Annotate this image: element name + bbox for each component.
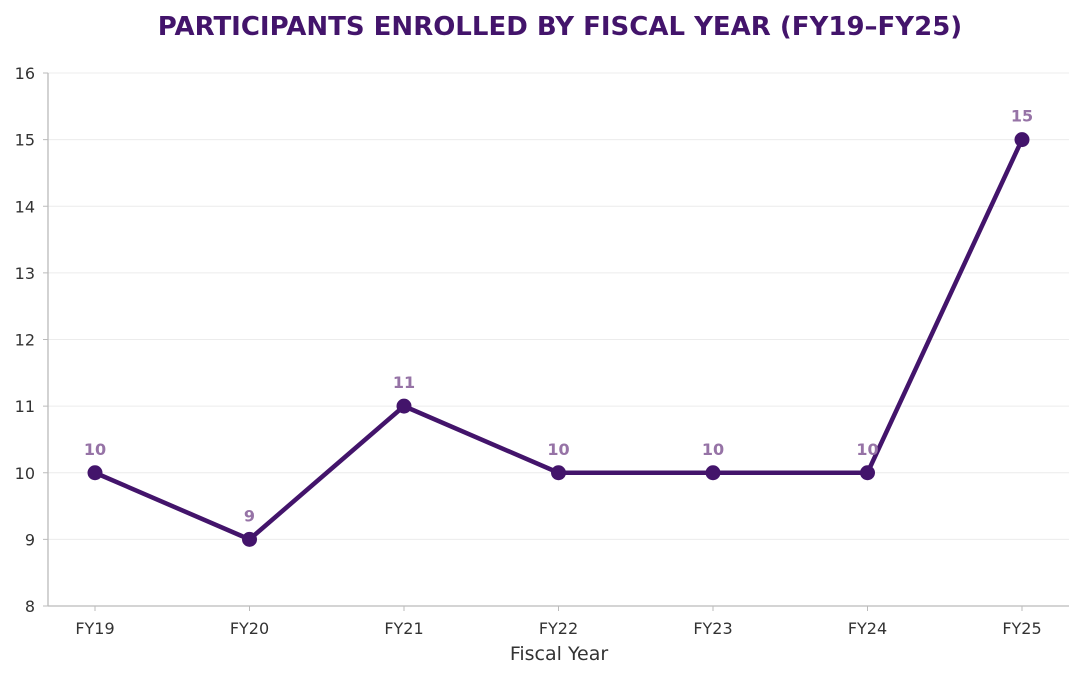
y-tick-label: 9 (25, 530, 35, 549)
data-label-fy25: 15 (1011, 107, 1033, 126)
data-point-fy19 (87, 465, 103, 481)
y-tick-label: 16 (15, 64, 35, 83)
y-axis-ticks: 8 9 10 11 12 13 14 15 16 (15, 64, 48, 616)
data-label-fy22: 10 (547, 440, 569, 459)
grid-lines (48, 72, 1069, 607)
y-tick-label: 15 (15, 131, 35, 150)
x-axis-ticks: FY19 FY20 FY21 FY22 FY23 FY24 FY25 (75, 606, 1042, 638)
x-tick-label: FY22 (539, 619, 578, 638)
y-tick-label: 12 (15, 331, 35, 350)
y-tick-label: 14 (15, 197, 35, 216)
data-point-fy21 (396, 398, 412, 414)
data-point-fy20 (242, 531, 257, 547)
x-tick-label: FY21 (384, 619, 423, 638)
y-tick-label: 8 (25, 597, 35, 616)
x-tick-label: FY25 (1002, 619, 1041, 638)
x-tick-label: FY23 (693, 619, 732, 638)
x-tick-label: FY19 (75, 619, 114, 638)
data-label-fy19: 10 (84, 440, 106, 459)
data-labels: 10 9 11 10 10 10 15 (84, 107, 1033, 526)
y-tick-label: 13 (15, 264, 35, 283)
data-point-fy25 (1014, 132, 1030, 148)
data-label-fy23: 10 (702, 440, 724, 459)
y-tick-label: 11 (15, 397, 35, 416)
chart-title: PARTICIPANTS ENROLLED BY FISCAL YEAR (FY… (158, 12, 962, 42)
x-tick-label: FY24 (848, 619, 887, 638)
x-tick-label: FY20 (230, 619, 269, 638)
data-point-fy24 (860, 465, 875, 481)
data-label-fy21: 11 (393, 373, 415, 392)
y-tick-label: 10 (15, 464, 35, 483)
data-label-fy24: 10 (856, 440, 878, 459)
data-series (87, 132, 1030, 547)
data-point-fy22 (551, 465, 566, 481)
data-label-fy20: 9 (244, 506, 255, 525)
data-point-fy23 (705, 465, 721, 481)
x-axis-title: Fiscal Year (510, 643, 609, 665)
